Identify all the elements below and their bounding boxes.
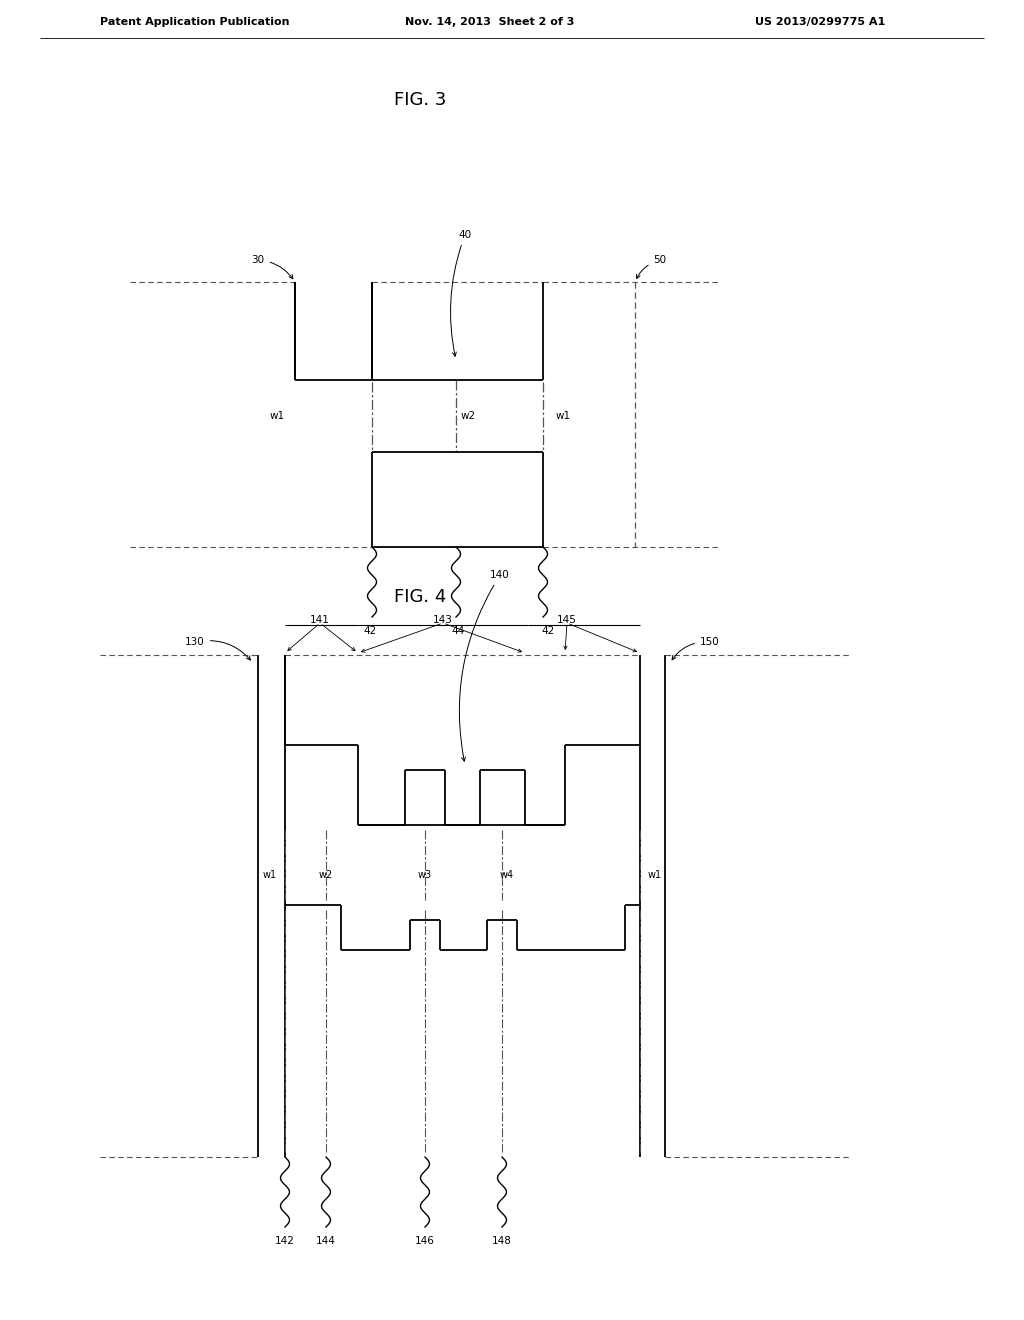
Text: 143: 143 bbox=[433, 615, 453, 624]
Text: 145: 145 bbox=[557, 615, 577, 624]
Text: Patent Application Publication: Patent Application Publication bbox=[100, 17, 290, 26]
Text: w4: w4 bbox=[500, 870, 514, 880]
Text: 140: 140 bbox=[460, 570, 510, 762]
Text: w2: w2 bbox=[461, 411, 475, 421]
Text: w1: w1 bbox=[648, 870, 663, 880]
Text: 146: 146 bbox=[415, 1236, 435, 1246]
Text: 30: 30 bbox=[252, 255, 293, 279]
Text: FIG. 3: FIG. 3 bbox=[394, 91, 446, 110]
Text: 142: 142 bbox=[275, 1236, 295, 1246]
Text: 42: 42 bbox=[364, 626, 377, 636]
Text: FIG. 4: FIG. 4 bbox=[394, 587, 446, 606]
Text: Nov. 14, 2013  Sheet 2 of 3: Nov. 14, 2013 Sheet 2 of 3 bbox=[406, 17, 574, 26]
Text: US 2013/0299775 A1: US 2013/0299775 A1 bbox=[755, 17, 885, 26]
Text: w3: w3 bbox=[418, 870, 432, 880]
Text: w1: w1 bbox=[269, 411, 285, 421]
Text: 141: 141 bbox=[310, 615, 330, 624]
Text: 40: 40 bbox=[451, 230, 472, 356]
Text: 150: 150 bbox=[672, 638, 720, 660]
Text: 144: 144 bbox=[316, 1236, 336, 1246]
Text: 130: 130 bbox=[185, 638, 251, 660]
Text: w1: w1 bbox=[263, 870, 278, 880]
Text: 44: 44 bbox=[452, 626, 465, 636]
Text: w1: w1 bbox=[555, 411, 570, 421]
Text: w2: w2 bbox=[318, 870, 333, 880]
Text: 50: 50 bbox=[637, 255, 667, 279]
Text: 42: 42 bbox=[542, 626, 555, 636]
Text: 148: 148 bbox=[493, 1236, 512, 1246]
